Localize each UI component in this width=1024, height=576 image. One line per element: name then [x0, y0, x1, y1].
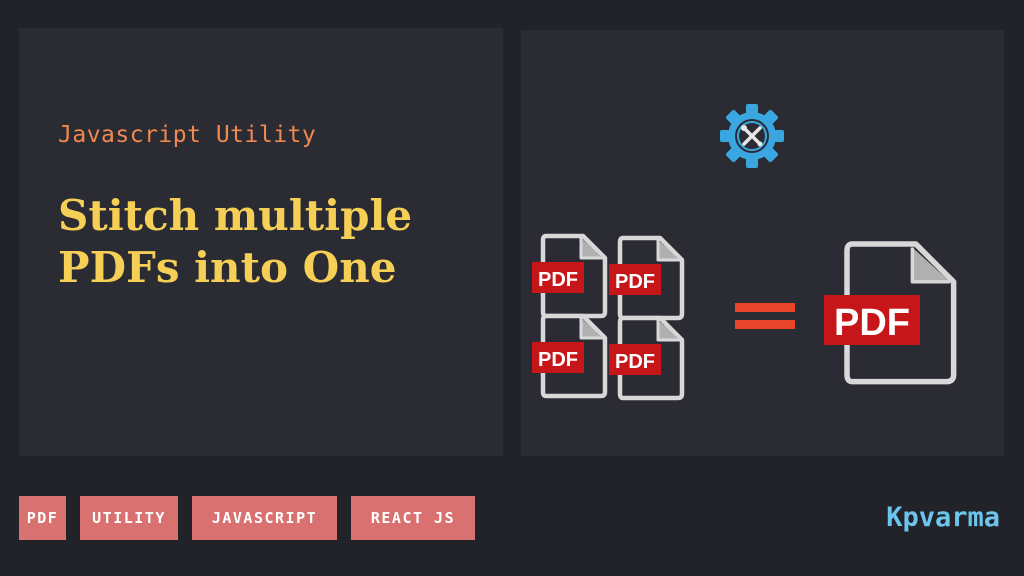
tag-javascript[interactable]: JAVASCRIPT [192, 496, 337, 540]
gear-tools-icon [720, 104, 784, 168]
brand-logo: Kpvarma [886, 502, 1000, 533]
pdf-label: PDF [615, 271, 655, 293]
text-panel [19, 28, 503, 456]
tag-pdf[interactable]: PDF [19, 496, 66, 540]
pdf-file-icon: PDF [609, 238, 682, 318]
subtitle: Javascript Utility [58, 122, 317, 148]
equals-icon [735, 303, 795, 329]
pdf-label: PDF [538, 349, 578, 371]
pdf-label: PDF [538, 269, 578, 291]
tag-utility[interactable]: UTILITY [80, 496, 178, 540]
tag-react-js[interactable]: REACT JS [351, 496, 475, 540]
pdf-file-icon: PDF [609, 318, 682, 398]
pdf-file-icon: PDF [532, 316, 605, 396]
pdf-label: PDF [834, 302, 910, 344]
pdf-label: PDF [615, 351, 655, 373]
illustration: PDF PDF PDF PDF PDF [532, 104, 957, 456]
pdf-file-icon: PDF [532, 236, 605, 316]
page-title: Stitch multiple PDFs into One [58, 191, 413, 292]
